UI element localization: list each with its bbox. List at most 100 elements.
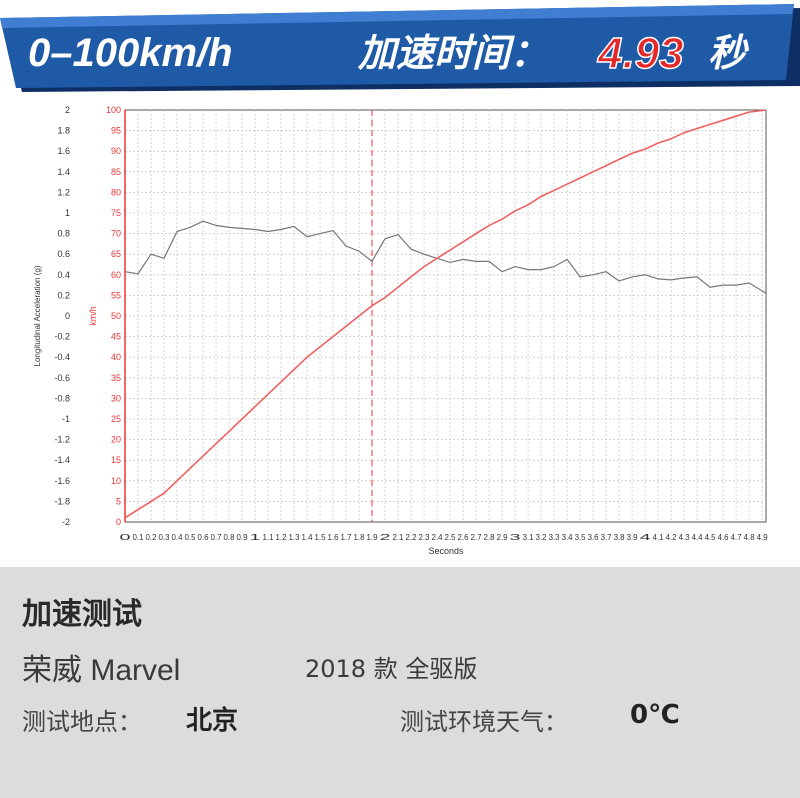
location-value: 北京 xyxy=(186,706,239,736)
x-tick-label: 3.7 xyxy=(601,533,613,542)
y-right-label: km/h xyxy=(88,306,98,326)
x-tick-label: 4.7 xyxy=(731,533,743,542)
speed-axis-ticks: 1009590858075706560555045403530252015105… xyxy=(106,105,121,527)
speed-tick-label: 25 xyxy=(111,414,121,424)
speed-tick-label: 95 xyxy=(111,126,121,136)
x-tick-label: 3.1 xyxy=(523,533,535,542)
title-prefix: 0–100km/h xyxy=(28,31,233,75)
x-axis-ticks: 0 0.1 0.2 0.3 0.4 0.5 0.6 0.7 0.8 0.9 1 1.1 1.2 1.3 1.… xyxy=(120,533,769,542)
accel-tick-label: 0.2 xyxy=(57,290,70,300)
speed-tick-label: 50 xyxy=(111,311,121,321)
accel-tick-label: -1.2 xyxy=(54,435,70,445)
speed-tick-label: 60 xyxy=(111,270,121,280)
x-tick-label: 1.1 xyxy=(263,533,275,542)
x-tick-label: 3 xyxy=(510,533,522,542)
x-tick-label: 4.9 xyxy=(757,533,769,542)
x-tick-label: 2.6 xyxy=(458,533,470,542)
x-tick-label: 0.6 xyxy=(198,533,210,542)
x-tick-label: 4.3 xyxy=(679,533,691,542)
accel-tick-label: 0.6 xyxy=(57,249,70,259)
speed-tick-label: 70 xyxy=(111,229,121,239)
speed-tick-label: 35 xyxy=(111,373,121,383)
speed-tick-label: 0 xyxy=(116,517,121,527)
acceleration-chart: 2 1.8 1.6 1.4 1.2 1 0.8 0.6 0.4 0.2 0 -0.2 -0.4 -0.6 -… xyxy=(33,105,769,556)
x-tick-label: 1.4 xyxy=(302,533,314,542)
accel-tick-label: -1.6 xyxy=(54,476,70,486)
speed-tick-label: 85 xyxy=(111,167,121,177)
accel-tick-label: 1.8 xyxy=(57,126,70,136)
accel-tick-label: 1 xyxy=(65,208,70,218)
weather-value: 0℃ xyxy=(630,700,680,730)
x-tick-label: 2.4 xyxy=(432,533,444,542)
speed-tick-label: 30 xyxy=(111,393,121,403)
x-tick-label: 1.5 xyxy=(315,533,327,542)
x-tick-label: 2.2 xyxy=(406,533,418,542)
x-tick-label: 0.3 xyxy=(159,533,171,542)
time-value: 4.93 xyxy=(597,29,684,78)
x-tick-label: 3.3 xyxy=(549,533,561,542)
speed-tick-label: 90 xyxy=(111,146,121,156)
x-tick-label: 3.2 xyxy=(536,533,548,542)
accel-tick-label: -1.4 xyxy=(54,455,70,465)
x-tick-label: 3.5 xyxy=(575,533,587,542)
speed-tick-label: 15 xyxy=(111,455,121,465)
speed-tick-label: 55 xyxy=(111,290,121,300)
title-cn: 加速时间： xyxy=(357,31,548,75)
x-tick-label: 0.8 xyxy=(224,533,236,542)
x-tick-label: 3.9 xyxy=(627,533,639,542)
x-tick-label: 0.1 xyxy=(133,533,145,542)
accel-tick-label: 0.4 xyxy=(57,270,70,280)
car-variant: 2018 款 全驱版 xyxy=(305,655,478,683)
location-label: 测试地点： xyxy=(22,708,142,736)
x-tick-label: 4.5 xyxy=(705,533,717,542)
time-unit: 秒 xyxy=(708,31,749,75)
speed-tick-label: 75 xyxy=(111,208,121,218)
accel-tick-label: 1.2 xyxy=(57,187,70,197)
speed-tick-label: 45 xyxy=(111,332,121,342)
x-tick-label: 1.7 xyxy=(341,533,353,542)
speed-tick-label: 80 xyxy=(111,187,121,197)
x-tick-label: 2.1 xyxy=(393,533,405,542)
x-tick-label: 0.2 xyxy=(146,533,158,542)
x-tick-label: 4.2 xyxy=(666,533,678,542)
speed-tick-label: 65 xyxy=(111,249,121,259)
accel-tick-label: 0.8 xyxy=(57,229,70,239)
x-tick-label: 1.8 xyxy=(354,533,366,542)
plot-grid xyxy=(125,110,766,522)
x-tick-label: 0.7 xyxy=(211,533,223,542)
x-tick-label: 4.4 xyxy=(692,533,704,542)
x-tick-label: 1.3 xyxy=(289,533,301,542)
accel-tick-label: 1.6 xyxy=(57,146,70,156)
x-tick-label: 0 xyxy=(120,533,132,542)
accel-tick-label: -0.6 xyxy=(54,373,70,383)
section-title: 加速测试 xyxy=(22,597,142,632)
banner-highlight xyxy=(0,4,794,28)
accel-tick-label: -0.2 xyxy=(54,332,70,342)
x-tick-label: 4.8 xyxy=(744,533,756,542)
weather-label: 测试环境天气： xyxy=(400,708,568,736)
x-tick-label: 2.8 xyxy=(484,533,496,542)
accel-tick-label: -0.8 xyxy=(54,393,70,403)
title-banner: 0–100km/h 加速时间： 4.93 秒 xyxy=(0,4,800,92)
accel-tick-label: -2 xyxy=(62,517,70,527)
speed-tick-label: 40 xyxy=(111,352,121,362)
accel-axis-ticks: 2 1.8 1.6 1.4 1.2 1 0.8 0.6 0.4 0.2 0 -0.2 -0.4 -0.6 -… xyxy=(54,105,70,527)
x-tick-label: 2.9 xyxy=(497,533,509,542)
car-name: 荣威 Marvel xyxy=(22,654,181,687)
speed-tick-label: 10 xyxy=(111,476,121,486)
y-left-label: Longitudinal Acceleration (g) xyxy=(33,265,42,366)
speed-tick-label: 100 xyxy=(106,105,121,115)
speed-series-line xyxy=(124,109,767,519)
accel-tick-label: -0.4 xyxy=(54,352,70,362)
accel-tick-label: 0 xyxy=(65,311,70,321)
x-tick-label: 3.6 xyxy=(588,533,600,542)
x-tick-label: 1.2 xyxy=(276,533,288,542)
x-tick-label: 0.9 xyxy=(237,533,249,542)
x-tick-label: 4 xyxy=(640,533,652,542)
x-tick-label: 3.4 xyxy=(562,533,574,542)
x-tick-label: 4.1 xyxy=(653,533,665,542)
accel-tick-label: -1.8 xyxy=(54,496,70,506)
x-tick-label: 0.5 xyxy=(185,533,197,542)
x-tick-label: 0.4 xyxy=(172,533,184,542)
x-label: Seconds xyxy=(428,546,464,556)
